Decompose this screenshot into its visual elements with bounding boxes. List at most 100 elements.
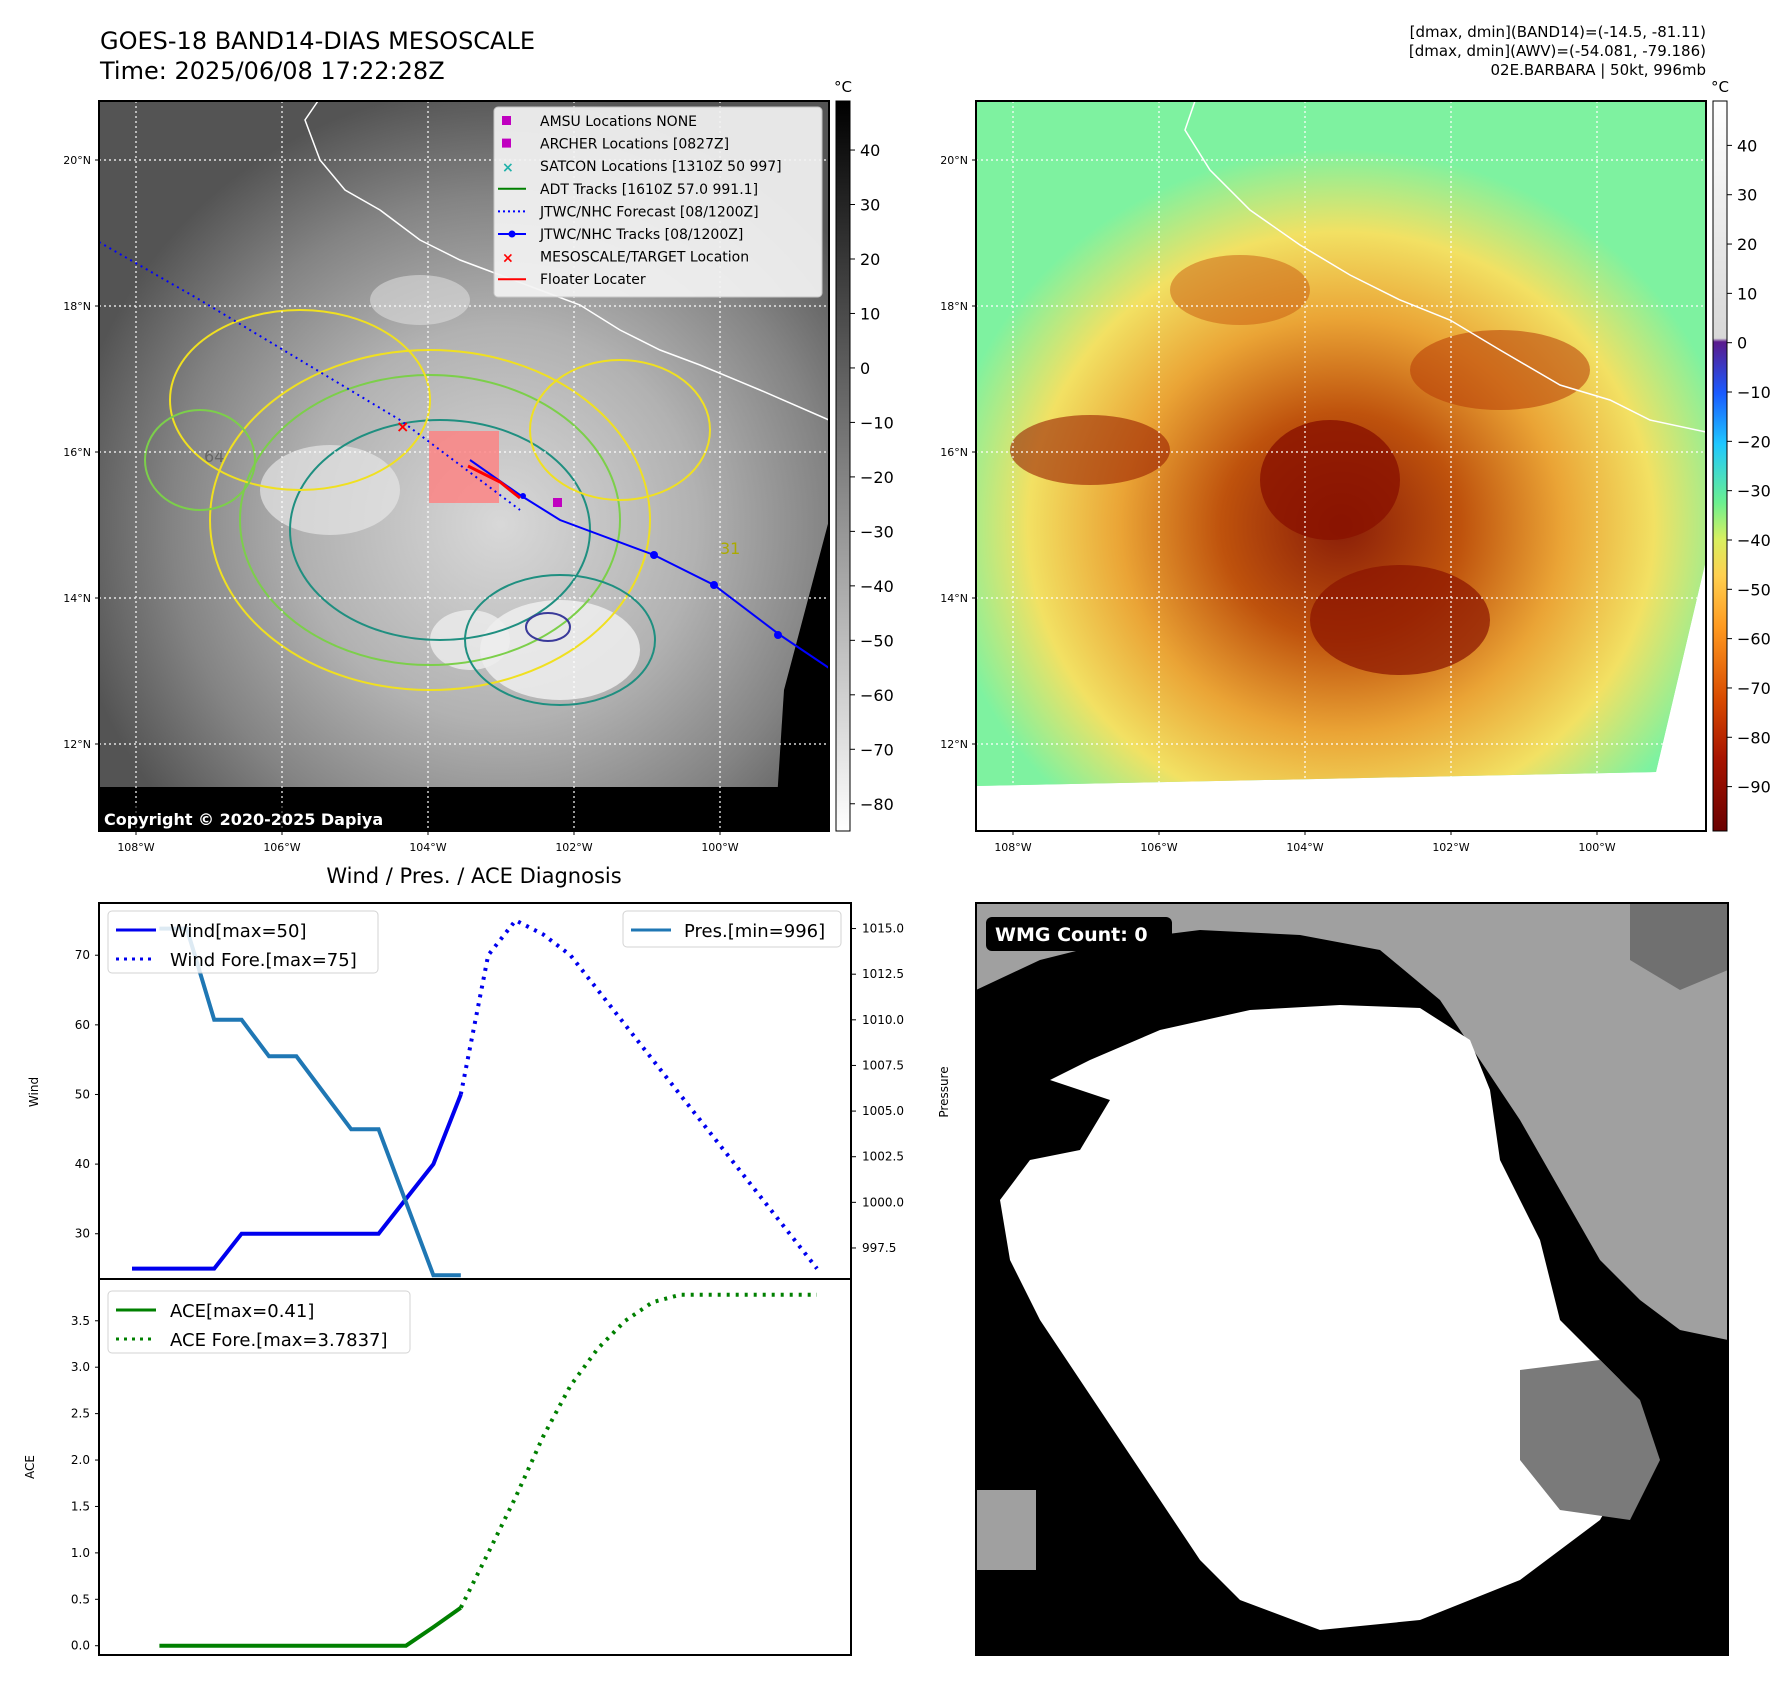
colorbar-tick-label: −40 xyxy=(1737,531,1771,550)
ir-map-frame xyxy=(98,100,830,832)
wmg-panel: WMG Count: 0 xyxy=(975,902,1729,1656)
wmg-gray-patch xyxy=(1520,1360,1660,1520)
pressure-tick-label: 1000.0 xyxy=(862,1195,904,1209)
longitude-label: 102°W xyxy=(1432,841,1469,854)
colorbar-tick-label: 10 xyxy=(1737,284,1757,303)
colorbar-tick-label: −10 xyxy=(860,413,894,432)
colorbar-tick-label: 30 xyxy=(860,196,880,215)
pressure-tick-label: 1010.0 xyxy=(862,1013,904,1027)
colorbar-tick-label: 10 xyxy=(860,304,880,323)
color-colorbar-unit: °C xyxy=(1711,78,1729,96)
wind-tick-label: 40 xyxy=(75,1157,90,1171)
latitude-label: 14°N xyxy=(940,592,968,605)
ace-tick-label: 2.0 xyxy=(71,1453,90,1467)
legend-label: JTWC/NHC Tracks [08/1200Z] xyxy=(539,227,743,243)
figure-time: Time: 2025/06/08 17:22:28Z xyxy=(100,57,445,85)
wmg-badge xyxy=(986,917,1172,951)
colorbar-tick-label: 0 xyxy=(1737,334,1747,353)
pressure-tick-label: 997.5 xyxy=(862,1241,896,1255)
legend-square-icon xyxy=(502,138,511,148)
color-map-panel: °C 40 30 20 10 0 −10 −20 −30 −40 −50 −60 −70 −80 −90 xyxy=(975,78,1771,832)
colorbar-tick-label: 30 xyxy=(1737,186,1757,205)
legend-label: SATCON Locations [1310Z 50 997] xyxy=(540,159,782,175)
latitude-label: 16°N xyxy=(940,446,968,459)
legend-entry: ARCHER Locations [0827Z] xyxy=(502,137,729,153)
legend-entry: × MESOSCALE/TARGET Location xyxy=(502,250,749,267)
legend-wind: Wind[max=50] xyxy=(170,921,307,942)
pressure-tick-label: 1012.5 xyxy=(862,967,904,981)
wind-tick-label: 30 xyxy=(75,1227,90,1241)
legend-entry: JTWC/NHC Tracks [08/1200Z] xyxy=(498,227,743,243)
wind-axis-label: Wind xyxy=(27,1077,41,1107)
latitude-label: 14°N xyxy=(63,592,91,605)
pressure-tick-label: 1005.0 xyxy=(862,1104,904,1118)
latitude-label: 20°N xyxy=(63,154,91,167)
wind-tick-label: 70 xyxy=(75,948,90,962)
colorbar-tick-label: −60 xyxy=(860,686,894,705)
ace-tick-label: 0.0 xyxy=(71,1639,90,1653)
legend-square-icon xyxy=(502,116,511,125)
pressure-tick-label: 1015.0 xyxy=(862,922,904,936)
legend-entry: × SATCON Locations [1310Z 50 997] xyxy=(502,159,782,176)
legend-entry: ADT Tracks [1610Z 57.0 991.1] xyxy=(498,182,758,198)
colorbar-tick-label: 20 xyxy=(860,250,880,269)
latitude-label: 12°N xyxy=(940,738,968,751)
ace-legend: ACE[max=0.41] ACE Fore.[max=3.7837] xyxy=(107,1290,411,1354)
legend-x-icon: × xyxy=(502,160,514,176)
colorbar-tick-label: 40 xyxy=(860,141,880,160)
ace-tick-label: 1.5 xyxy=(71,1499,90,1513)
colorbar-tick-label: −80 xyxy=(1737,728,1771,747)
pressure-legend: Pres.[min=996] xyxy=(622,910,842,948)
legend-ace: ACE[max=0.41] xyxy=(170,1301,314,1322)
info-storm: 02E.BARBARA | 50kt, 996mb xyxy=(1490,61,1706,79)
contour-label: 31 xyxy=(720,539,740,558)
ace-tick-label: 3.5 xyxy=(71,1314,90,1328)
legend-label: AMSU Locations NONE xyxy=(540,114,697,130)
colorbar-tick-label: −40 xyxy=(860,577,894,596)
series-line xyxy=(458,917,819,1270)
colorbar-tick-label: −20 xyxy=(860,468,894,487)
copyright-text: Copyright © 2020-2025 Dapiya xyxy=(104,810,383,829)
colorbar-tick-label: −50 xyxy=(860,631,894,650)
latitude-label: 20°N xyxy=(940,154,968,167)
info-band14: [dmax, dmin](BAND14)=(-14.5, -81.11) xyxy=(1409,23,1706,41)
series-line xyxy=(159,1606,462,1648)
legend-x-icon: × xyxy=(502,251,514,267)
wind-tick-label: 60 xyxy=(75,1018,90,1032)
colorbar-tick-label: −70 xyxy=(1737,679,1771,698)
legend-label: Floater Locater xyxy=(540,272,646,288)
longitude-label: 106°W xyxy=(263,841,300,854)
longitude-label: 102°W xyxy=(555,841,592,854)
legend-label: ARCHER Locations [0827Z] xyxy=(540,137,729,153)
coastline xyxy=(1184,101,1706,433)
colorbar-tick-label: 40 xyxy=(1737,136,1757,155)
latitude-label: 16°N xyxy=(63,446,91,459)
colorbar-tick-label: −90 xyxy=(1737,778,1771,797)
ace-axis-label: ACE xyxy=(23,1455,37,1479)
colorbar-tick-label: −80 xyxy=(860,795,894,814)
colorbar-tick-label: −10 xyxy=(1737,383,1771,402)
colorbar-tick-label: −20 xyxy=(1737,432,1771,451)
floater-locater-line xyxy=(467,464,521,500)
latitude-label: 12°N xyxy=(63,738,91,751)
longitude-label: 100°W xyxy=(701,841,738,854)
legend-entry: Floater Locater xyxy=(498,272,646,288)
legend-entry: AMSU Locations NONE xyxy=(502,114,697,130)
ir-colorbar xyxy=(835,100,851,832)
ace-tick-label: 3.0 xyxy=(71,1360,90,1374)
wind-legend: Wind[max=50] Wind Fore.[max=75] xyxy=(107,910,379,974)
wind-tick-label: 50 xyxy=(75,1087,90,1101)
longitude-label: 104°W xyxy=(1286,841,1323,854)
ace-chart: ACE 0.0 0.5 1.0 1.5 2.0 2.5 3.0 3.5 ACE[max=0.4… xyxy=(23,1278,852,1656)
color-colorbar xyxy=(1712,100,1728,832)
archer-location-marker xyxy=(553,498,562,507)
legend-label: MESOSCALE/TARGET Location xyxy=(540,250,749,266)
ace-tick-label: 1.0 xyxy=(71,1546,90,1560)
map-gridlines xyxy=(976,101,1706,831)
wmg-white-region xyxy=(1000,1005,1640,1630)
colorbar-tick-label: −30 xyxy=(1737,482,1771,501)
ir-map-panel: 64 31 xyxy=(98,78,894,832)
longitude-label: 104°W xyxy=(409,841,446,854)
longitude-label: 108°W xyxy=(994,841,1031,854)
